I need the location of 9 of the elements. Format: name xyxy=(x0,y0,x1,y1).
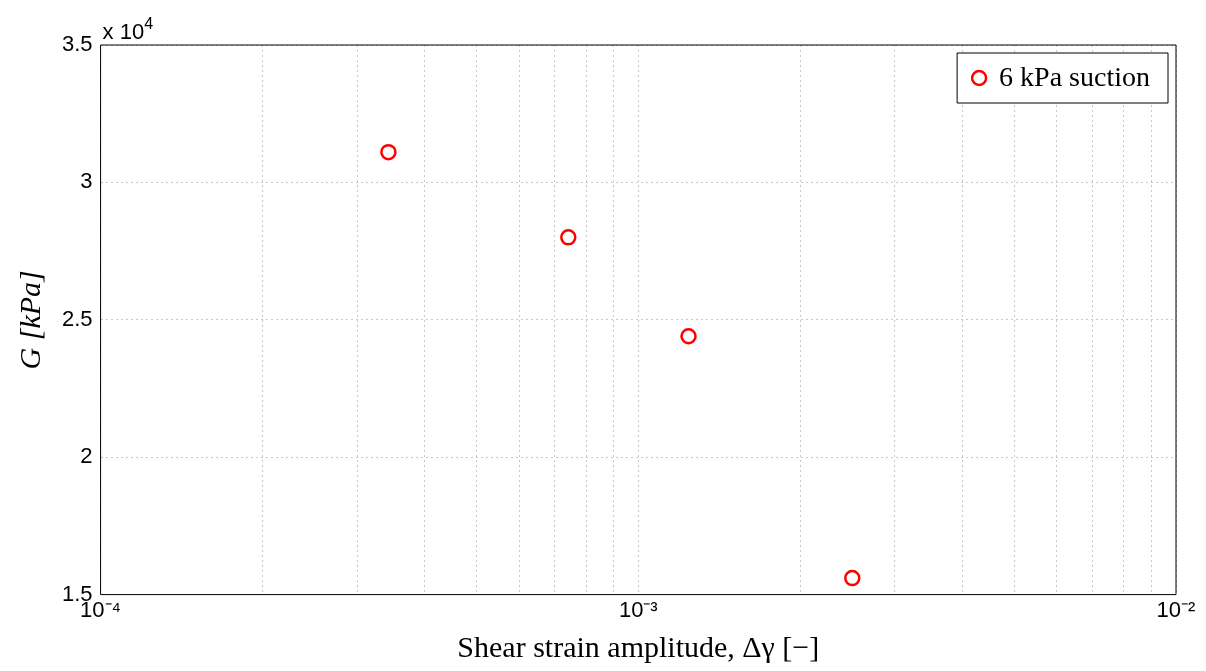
x-tick-label: 10⁻² xyxy=(1156,596,1196,622)
x-axis-title: Shear strain amplitude, Δγ [−] xyxy=(457,629,820,663)
y-tick-label: 2 xyxy=(80,443,93,469)
x-tick-label: 10⁻³ xyxy=(618,596,658,622)
legend-label: 6 kPa suction xyxy=(999,61,1151,93)
y-tick-label: 2.5 xyxy=(61,305,93,331)
y-tick-label: 3 xyxy=(80,168,93,194)
y-tick-label: 3.5 xyxy=(61,31,93,57)
y-axis-title: G [kPa] xyxy=(12,270,46,370)
